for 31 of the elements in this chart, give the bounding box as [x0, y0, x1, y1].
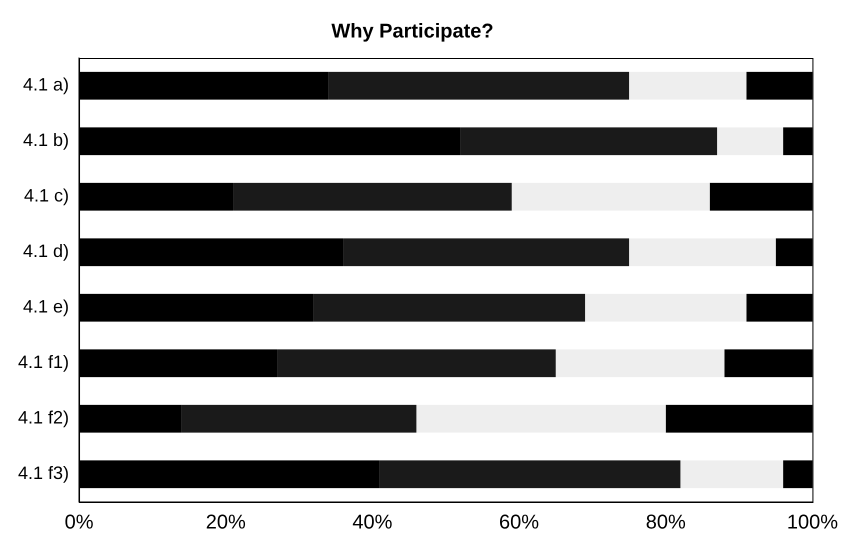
bar	[629, 238, 776, 266]
bar	[717, 127, 784, 156]
y-tick-label: 4.1 b)	[23, 130, 70, 150]
x-tick-label: 0%	[64, 512, 94, 534]
bar	[585, 294, 746, 322]
bar	[416, 404, 666, 433]
bar	[233, 182, 512, 211]
bar	[182, 404, 416, 433]
x-tick-label: 60%	[499, 512, 540, 534]
y-tick-label: 4.1 f1)	[18, 352, 70, 372]
bar	[556, 349, 724, 378]
bar	[380, 460, 680, 488]
bar	[680, 460, 784, 488]
y-tick-label: 4.1 e)	[23, 296, 70, 317]
x-tick-label: 80%	[646, 512, 686, 534]
x-tick-label: 20%	[206, 512, 246, 534]
y-tick-label: 4.1 f2)	[18, 408, 70, 428]
x-tick-label: 100%	[786, 512, 838, 534]
bar	[512, 182, 710, 211]
bar	[328, 72, 630, 100]
bar	[343, 238, 630, 266]
y-tick-label: 4.1 d)	[23, 241, 70, 262]
bar	[277, 349, 556, 378]
bar	[460, 127, 718, 156]
bar	[629, 72, 746, 100]
y-tick-label: 4.1 f3)	[18, 463, 70, 484]
y-tick-label: 4.1 a)	[23, 74, 70, 95]
chart-title: Why Participate?	[331, 20, 494, 43]
bar	[314, 294, 586, 322]
y-tick-label: 4.1 c)	[24, 186, 70, 206]
x-tick-label: 40%	[352, 512, 393, 534]
